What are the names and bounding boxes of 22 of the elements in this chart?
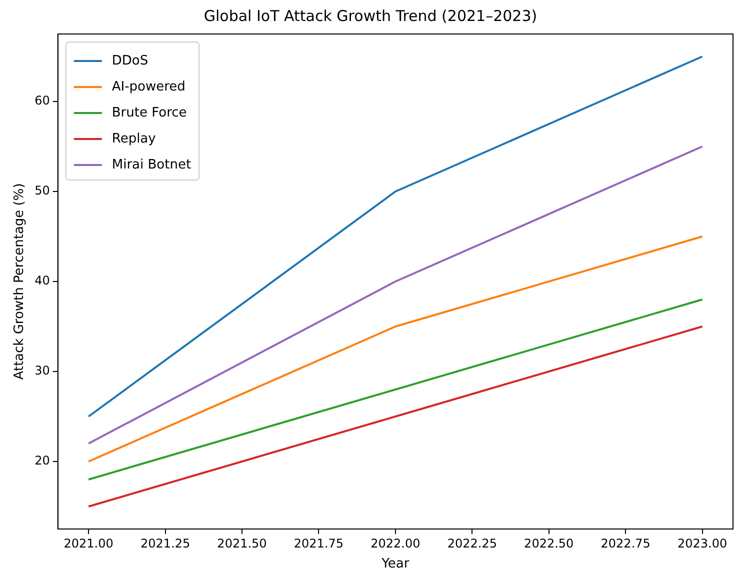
- x-tick-label: 2022.25: [447, 536, 497, 550]
- y-tick-label: 50: [34, 184, 50, 198]
- x-tick-label: 2021.75: [294, 536, 344, 550]
- legend-label: Brute Force: [112, 105, 187, 120]
- y-tick-label: 30: [34, 364, 50, 378]
- legend-label: DDoS: [112, 53, 148, 68]
- x-tick-label: 2022.00: [370, 536, 420, 550]
- legend-label: Mirai Botnet: [112, 157, 192, 172]
- chart-title: Global IoT Attack Growth Trend (2021–2023): [204, 6, 538, 25]
- y-tick-label: 20: [34, 454, 50, 468]
- x-tick-label: 2021.50: [217, 536, 267, 550]
- y-tick-label: 40: [34, 274, 50, 288]
- x-tick-label: 2021.00: [64, 536, 114, 550]
- legend-label: Replay: [112, 131, 156, 146]
- x-tick-label: 2022.75: [600, 536, 650, 550]
- x-tick-label: 2021.25: [140, 536, 190, 550]
- y-axis-title: Attack Growth Percentage (%): [12, 183, 28, 380]
- y-tick-label: 60: [34, 94, 50, 108]
- legend-label: AI-powered: [112, 79, 186, 94]
- x-tick-label: 2023.00: [678, 536, 728, 550]
- x-axis-title: Year: [380, 556, 410, 572]
- x-tick-label: 2022.50: [524, 536, 574, 550]
